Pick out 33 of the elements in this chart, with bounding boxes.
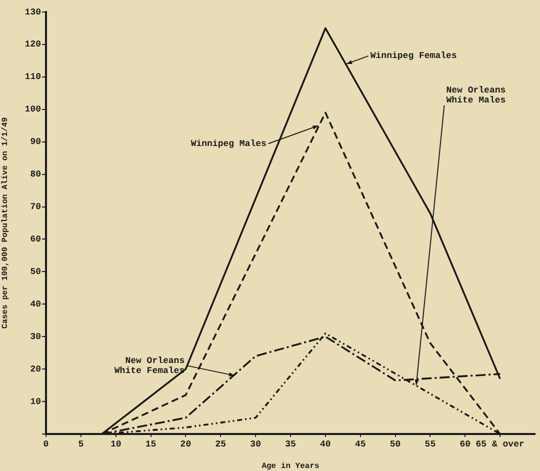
annotation: New Orleans White Males xyxy=(446,86,506,106)
y-tick-label: 50 xyxy=(30,266,41,277)
x-tick-label: 50 xyxy=(390,440,401,450)
x-tick-label: 45 xyxy=(354,440,366,450)
y-tick-label: 20 xyxy=(30,364,41,374)
annotation: Winnipeg Females xyxy=(370,51,457,62)
x-tick-label: 55 xyxy=(424,440,436,450)
x-tick-label: 20 xyxy=(180,440,192,450)
x-tick-label: 10 xyxy=(110,440,122,450)
y-tick-label: 110 xyxy=(24,72,41,82)
x-tick-label: 15 xyxy=(145,440,156,450)
y-tick-label: 120 xyxy=(24,40,41,50)
annotation: New Orleans White Females xyxy=(114,356,185,376)
x-tick-label: 0 xyxy=(43,440,49,450)
x-tick-label: 35 xyxy=(285,440,296,450)
x-tick-label: 60 xyxy=(460,440,471,450)
y-tick-label: 100 xyxy=(24,104,41,115)
y-tick-label: 10 xyxy=(30,396,41,407)
y-tick-label: 40 xyxy=(30,299,41,310)
annotation: Winnipeg Males xyxy=(190,138,266,149)
x-tick-label: 40 xyxy=(320,440,331,450)
y-tick-label: 60 xyxy=(30,234,41,244)
x-tick-label: 5 xyxy=(78,440,84,450)
x-axis-title: Age in Years xyxy=(262,462,320,471)
x-tick-label: 25 xyxy=(215,440,226,450)
y-tick-label: 130 xyxy=(24,7,41,18)
y-tick-label: 70 xyxy=(30,202,41,212)
y-tick-label: 80 xyxy=(30,170,41,180)
y-tick-label: 90 xyxy=(30,137,41,148)
x-tick-label: 65 & over xyxy=(476,440,524,450)
x-tick-label: 30 xyxy=(250,440,261,450)
y-axis-title: Cases per 100,000 Population Alive on 1/1/49 xyxy=(0,117,10,329)
y-tick-label: 30 xyxy=(30,332,41,342)
